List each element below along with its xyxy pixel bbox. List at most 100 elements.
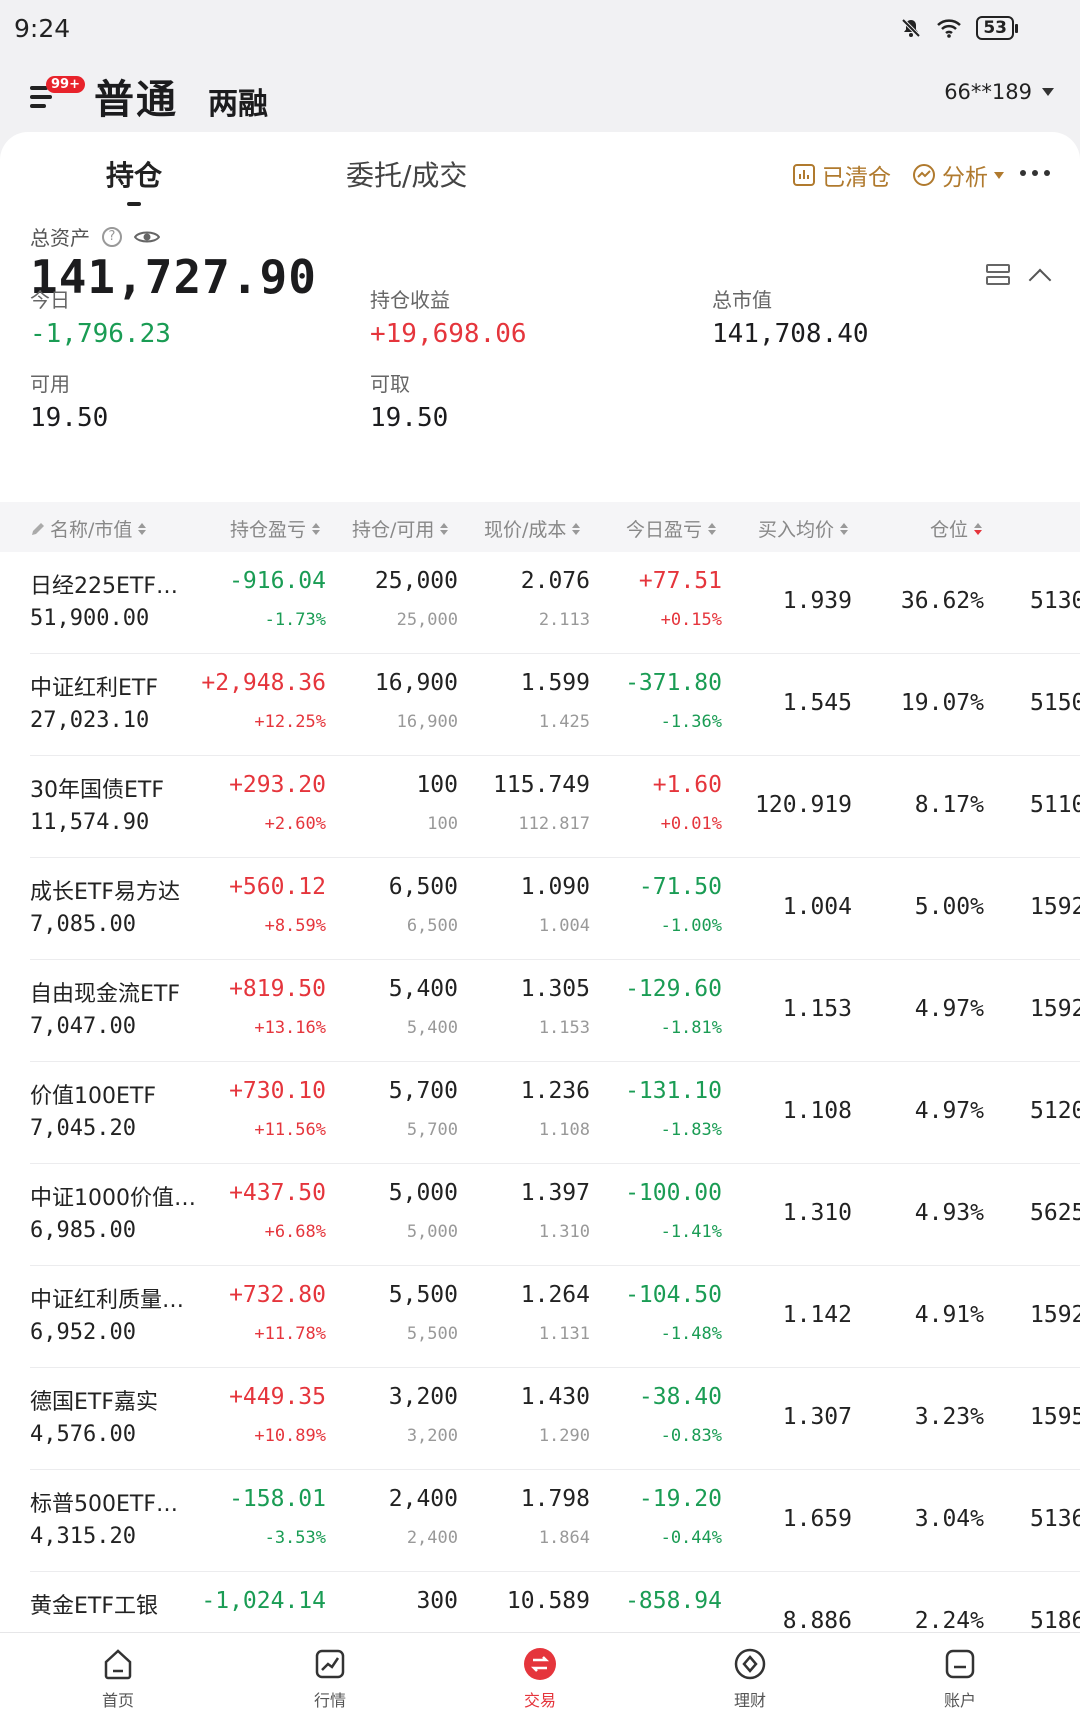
table-row[interactable]: 日经225ETF… 51,900.00 -916.04 -1.73% 25,000 25,… [0, 552, 1080, 654]
holding-name: 自由现金流ETF [30, 982, 180, 1007]
holding-today-pnl-pct: -0.83% [660, 1426, 722, 1446]
holding-pnl: +449.35 [229, 1384, 326, 1410]
nav-market[interactable]: 行情 [270, 1647, 390, 1711]
holding-qty: 5,700 [388, 1078, 458, 1104]
layout-toggle-icon[interactable] [986, 264, 1010, 286]
col-price[interactable]: 现价/成本 [484, 515, 581, 542]
tab-holdings[interactable]: 持仓 [106, 154, 162, 194]
col-holding-pnl[interactable]: 持仓盈亏 [230, 515, 321, 542]
col-name[interactable]: 名称/市值 [30, 515, 147, 542]
holding-price: 1.798 [520, 1486, 590, 1512]
table-row[interactable]: 自由现金流ETF 7,047.00 +819.50 +13.16% 5,400 5,400… [0, 960, 1080, 1062]
col-avg-price[interactable]: 买入均价 [758, 515, 849, 542]
holding-avg-price: 1.939 [782, 588, 852, 614]
table-row[interactable]: 30年国债ETF 11,574.90 +293.20 +2.60% 100 100 115.… [0, 756, 1080, 858]
holding-pnl-pct: +11.56% [254, 1120, 326, 1140]
holding-weight: 8.17% [914, 792, 984, 818]
holding-pnl: +293.20 [229, 772, 326, 798]
trade-icon [524, 1648, 556, 1680]
status-time: 9:24 [14, 13, 71, 43]
col-qty[interactable]: 持仓/可用 [352, 515, 449, 542]
eye-icon[interactable] [134, 228, 160, 246]
top-header: 99+ 普通 两融 66**189 [0, 60, 1080, 132]
market-chart-icon [315, 1649, 345, 1679]
nav-wealth[interactable]: 理财 [690, 1647, 810, 1711]
table-row[interactable]: 黄金ETF工银 -1,024.14 300 10.589 -858.94 8.886 2.2… [0, 1572, 1080, 1674]
holding-pnl-pct: +8.59% [264, 916, 326, 936]
bar-chart-icon [793, 164, 815, 186]
holding-pnl: +730.10 [229, 1078, 326, 1104]
row-divider [30, 1571, 1080, 1572]
col-today-pnl[interactable]: 今日盈亏 [626, 515, 717, 542]
nav-account[interactable]: 账户 [900, 1647, 1020, 1711]
table-row[interactable]: 中证红利质量… 6,952.00 +732.80 +11.78% 5,500 5,500 1… [0, 1266, 1080, 1368]
table-row[interactable]: 成长ETF易方达 7,085.00 +560.12 +8.59% 6,500 6,500 1… [0, 858, 1080, 960]
holding-market-value: 4,576.00 [30, 1422, 136, 1447]
battery-indicator: 53 [976, 16, 1018, 40]
holding-name: 黄金ETF工银 [30, 1594, 158, 1619]
mode-normal[interactable]: 普通 [94, 77, 178, 123]
holding-code-partial: 5150 [1030, 690, 1080, 716]
holdings-card: 持仓 委托/成交 已清仓 分析 总资产 ? 141, [0, 132, 1080, 1674]
holding-code-partial: 1592 [1030, 996, 1080, 1022]
account-number: 66**189 [944, 80, 1032, 104]
nav-trade[interactable]: 交易 [480, 1647, 600, 1711]
table-row[interactable]: 价值100ETF 7,045.20 +730.10 +11.56% 5,700 5,700… [0, 1062, 1080, 1164]
holding-today-pnl-pct: -0.44% [660, 1528, 722, 1548]
col-weight[interactable]: 仓位 [930, 515, 983, 542]
holding-name: 中证红利ETF [30, 676, 158, 701]
holding-code-partial: 1592 [1030, 894, 1080, 920]
holding-price: 2.076 [520, 568, 590, 594]
holding-cost: 2.113 [538, 610, 590, 630]
holding-pnl: +732.80 [229, 1282, 326, 1308]
mode-margin[interactable]: 两融 [208, 87, 268, 122]
holding-today-pnl: -19.20 [638, 1486, 722, 1512]
row-divider [30, 1367, 1080, 1368]
table-row[interactable]: 中证1000价值… 6,985.00 +437.50 +6.68% 5,000 5,000… [0, 1164, 1080, 1266]
status-bar: 9:24 53 [0, 0, 1080, 56]
holding-qty: 6,500 [388, 874, 458, 900]
holding-pnl-pct: -1.73% [264, 610, 326, 630]
holding-today-pnl: -371.80 [625, 670, 722, 696]
holding-weight: 4.97% [914, 996, 984, 1022]
table-row[interactable]: 中证红利ETF 27,023.10 +2,948.36 +12.25% 16,900 16… [0, 654, 1080, 756]
holding-market-value: 4,315.20 [30, 1524, 136, 1549]
holding-avg-price: 1.545 [782, 690, 852, 716]
holding-pnl: +560.12 [229, 874, 326, 900]
holding-available-qty: 5,400 [406, 1018, 458, 1038]
holding-price: 1.236 [520, 1078, 590, 1104]
holding-today-pnl-pct: -1.00% [660, 916, 722, 936]
more-icon[interactable] [1020, 170, 1050, 176]
holding-code-partial: 5110 [1030, 792, 1080, 818]
holding-weight: 19.07% [900, 690, 984, 716]
holding-qty: 5,400 [388, 976, 458, 1002]
holding-price: 10.589 [506, 1588, 590, 1614]
total-assets-value: 141,727.90 [30, 250, 317, 304]
menu-icon[interactable]: 99+ [30, 76, 85, 114]
tab-orders[interactable]: 委托/成交 [346, 159, 468, 192]
holding-cost: 1.131 [538, 1324, 590, 1344]
holding-avg-price: 1.310 [782, 1200, 852, 1226]
holding-price: 1.305 [520, 976, 590, 1002]
holding-name: 中证1000价值… [30, 1186, 196, 1211]
holding-available-qty: 6,500 [406, 916, 458, 936]
nav-home[interactable]: 首页 [58, 1647, 178, 1711]
holding-today-pnl: +77.51 [638, 568, 722, 594]
holding-qty: 3,200 [388, 1384, 458, 1410]
table-row[interactable]: 德国ETF嘉实 4,576.00 +449.35 +10.89% 3,200 3,200 1… [0, 1368, 1080, 1470]
holding-today-pnl: -38.40 [638, 1384, 722, 1410]
holding-qty: 16,900 [374, 670, 458, 696]
holding-name: 价值100ETF [30, 1084, 156, 1109]
analysis-dropdown-icon [994, 171, 1004, 179]
cleared-positions-link[interactable]: 已清仓 [792, 158, 891, 192]
holding-pnl-pct: +10.89% [254, 1426, 326, 1446]
row-divider [30, 1163, 1080, 1164]
collapse-icon[interactable] [1028, 268, 1052, 292]
holding-today-pnl: -71.50 [638, 874, 722, 900]
help-icon[interactable]: ? [102, 226, 122, 247]
holding-price: 1.397 [520, 1180, 590, 1206]
holding-avg-price: 1.108 [782, 1098, 852, 1124]
account-selector[interactable]: 66**189 [944, 80, 1054, 104]
analysis-link[interactable]: 分析 [912, 158, 1004, 192]
table-row[interactable]: 标普500ETF… 4,315.20 -158.01 -3.53% 2,400 2,400… [0, 1470, 1080, 1572]
